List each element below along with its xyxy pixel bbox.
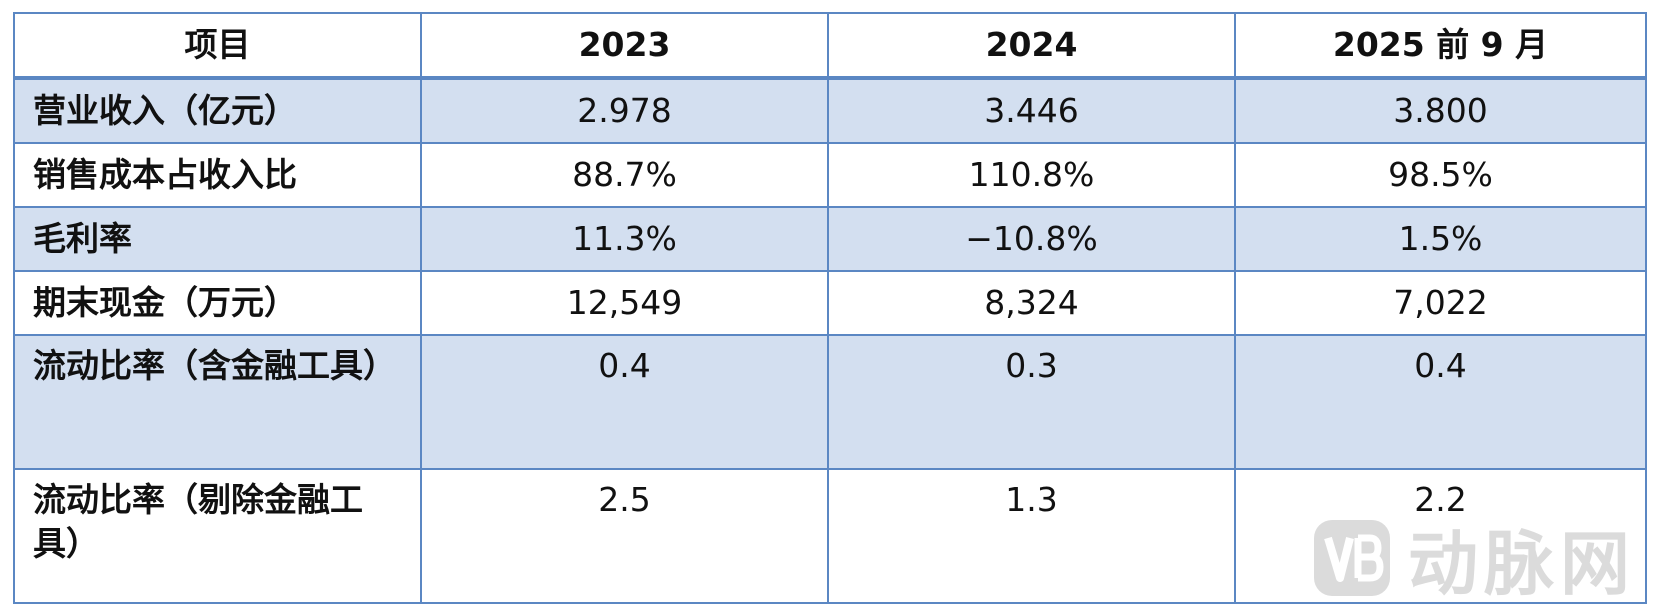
table-row: 销售成本占收入比 88.7% 110.8% 98.5% (13, 142, 1647, 208)
table-row: 期末现金（万元） 12,549 8,324 7,022 (13, 270, 1647, 336)
cell-value: 88.7% (420, 142, 829, 208)
cell-value: 0.4 (1234, 334, 1647, 470)
cell-value: −10.8% (827, 206, 1236, 272)
cell-value: 98.5% (1234, 142, 1647, 208)
header-row: 项目 2023 2024 2025 前 9 月 (13, 12, 1647, 80)
cell-value: 110.8% (827, 142, 1236, 208)
cell-value: 3.800 (1234, 77, 1647, 144)
financial-data-table: 项目 2023 2024 2025 前 9 月 营业收入（亿元） 2.978 3… (13, 12, 1647, 604)
header-year-2024: 2024 (827, 12, 1236, 80)
cell-value: 8,324 (827, 270, 1236, 336)
vb-logo-icon (1314, 520, 1390, 596)
cell-value: 0.4 (420, 334, 829, 470)
cell-value: 2.2 (1234, 468, 1647, 604)
table-row: 营业收入（亿元） 2.978 3.446 3.800 (13, 77, 1647, 144)
row-label: 毛利率 (13, 206, 422, 272)
cell-value: 1.3 (827, 468, 1236, 604)
row-label: 期末现金（万元） (13, 270, 422, 336)
row-label: 流动比率（剔除金融工具） (13, 468, 422, 604)
table-row: 流动比率（含金融工具） 0.4 0.3 0.4 (13, 334, 1647, 470)
table-row: 毛利率 11.3% −10.8% 1.5% (13, 206, 1647, 272)
data-table-container: 项目 2023 2024 2025 前 9 月 营业收入（亿元） 2.978 3… (13, 12, 1647, 604)
cell-value: 2.5 (420, 468, 829, 604)
cell-value: 7,022 (1234, 270, 1647, 336)
watermark-text: 动脉网 (1408, 522, 1636, 605)
cell-value: 0.3 (827, 334, 1236, 470)
table-row: 流动比率（剔除金融工具） 2.5 1.3 2.2 (13, 468, 1647, 604)
cell-value: 3.446 (827, 77, 1236, 144)
row-label: 流动比率（含金融工具） (13, 334, 422, 470)
cell-value: 12,549 (420, 270, 829, 336)
header-item: 项目 (13, 12, 422, 80)
header-year-2025: 2025 前 9 月 (1234, 12, 1647, 80)
cell-value: 1.5% (1234, 206, 1647, 272)
cell-value: 11.3% (420, 206, 829, 272)
header-year-2023: 2023 (420, 12, 829, 80)
watermark: 动脉网 (1312, 516, 1652, 605)
row-label: 营业收入（亿元） (13, 77, 422, 144)
row-label: 销售成本占收入比 (13, 142, 422, 208)
cell-value: 2.978 (420, 77, 829, 144)
